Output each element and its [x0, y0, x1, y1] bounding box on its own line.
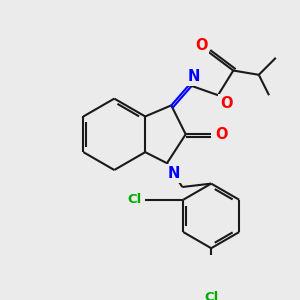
Text: Cl: Cl: [204, 291, 218, 300]
Text: O: O: [220, 96, 233, 111]
Text: O: O: [215, 127, 228, 142]
Text: N: N: [187, 69, 200, 84]
Text: O: O: [195, 38, 207, 53]
Text: Cl: Cl: [128, 193, 142, 206]
Text: N: N: [168, 166, 180, 181]
